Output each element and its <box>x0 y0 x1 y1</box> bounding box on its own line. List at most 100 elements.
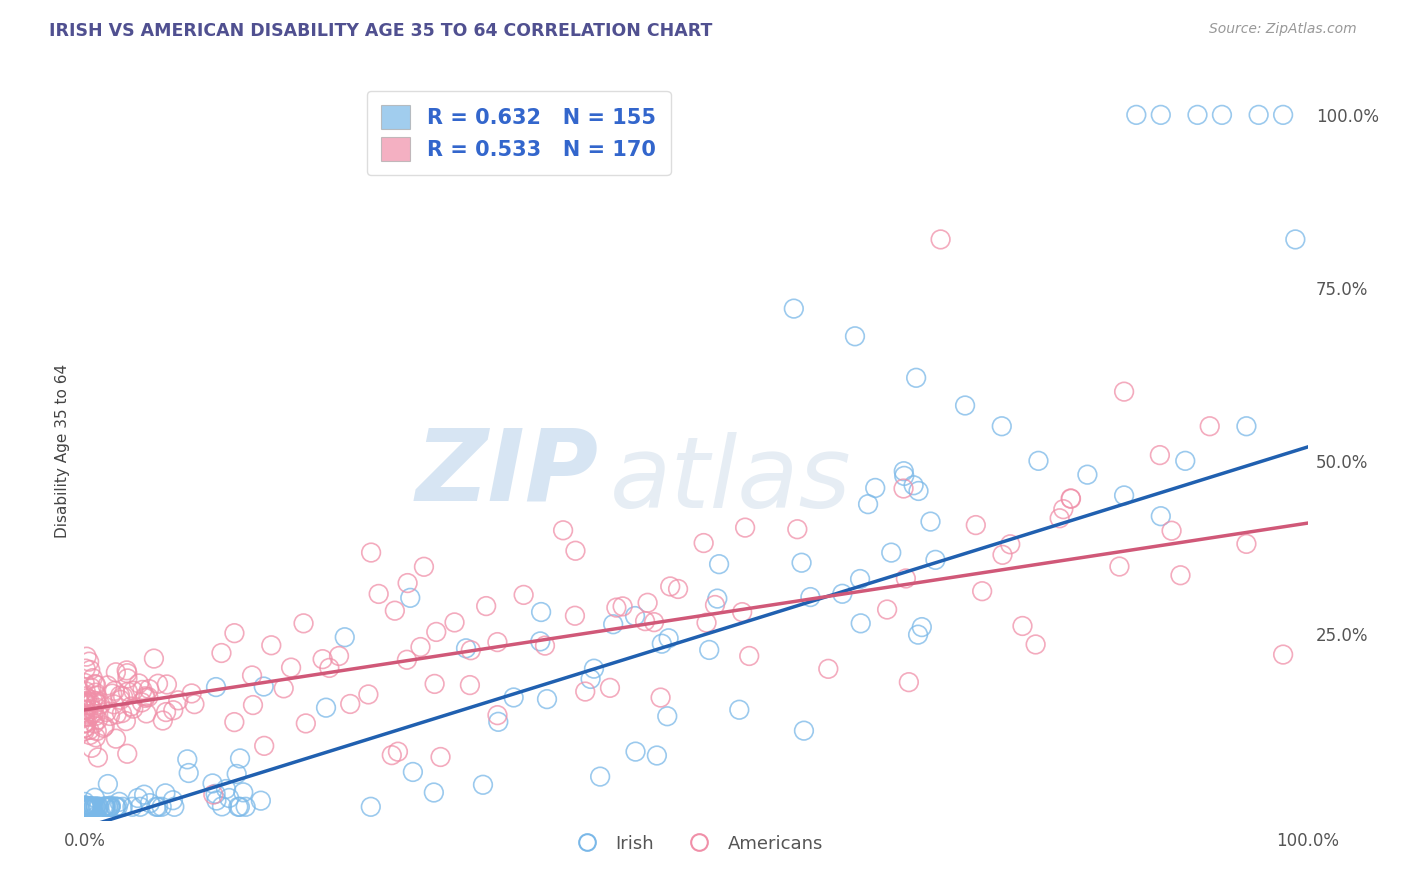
Point <box>1150 509 1173 524</box>
Point <box>666 582 689 596</box>
Point <box>844 329 866 343</box>
Point <box>502 690 524 705</box>
Point <box>73 724 96 739</box>
Point <box>225 767 247 781</box>
Point <box>82 702 104 716</box>
Point <box>443 615 465 630</box>
Point <box>738 648 761 663</box>
Point <box>965 518 987 533</box>
Point <box>706 591 728 606</box>
Point <box>1211 108 1233 122</box>
Point <box>84 685 107 699</box>
Point <box>93 721 115 735</box>
Text: atlas: atlas <box>610 432 852 529</box>
Point <box>786 522 808 536</box>
Point <box>624 609 647 624</box>
Point <box>211 799 233 814</box>
Point <box>659 579 682 593</box>
Point <box>529 634 551 648</box>
Point <box>893 464 915 478</box>
Point <box>728 703 751 717</box>
Point <box>117 672 139 686</box>
Point <box>1011 619 1033 633</box>
Point <box>734 521 756 535</box>
Point <box>86 696 108 710</box>
Point <box>876 602 898 616</box>
Text: Source: ZipAtlas.com: Source: ZipAtlas.com <box>1209 22 1357 37</box>
Point <box>127 791 149 805</box>
Point <box>80 799 103 814</box>
Point <box>97 799 120 814</box>
Point <box>512 588 534 602</box>
Point <box>79 799 101 814</box>
Point <box>103 698 125 712</box>
Point <box>235 799 257 814</box>
Point <box>100 798 122 813</box>
Point <box>218 791 240 805</box>
Point <box>156 677 179 691</box>
Point <box>893 469 915 483</box>
Text: ZIP: ZIP <box>415 425 598 521</box>
Point <box>318 661 340 675</box>
Point <box>93 719 115 733</box>
Point <box>991 548 1014 562</box>
Point <box>98 799 121 814</box>
Point <box>75 707 97 722</box>
Point <box>73 721 96 735</box>
Point <box>472 778 495 792</box>
Point <box>1114 488 1136 502</box>
Point <box>911 620 934 634</box>
Point <box>80 681 103 695</box>
Point <box>486 635 509 649</box>
Point <box>75 703 97 717</box>
Point <box>657 709 679 723</box>
Point <box>991 419 1014 434</box>
Point <box>589 770 612 784</box>
Point <box>79 799 101 814</box>
Point <box>696 615 718 630</box>
Point <box>94 799 117 814</box>
Point <box>201 776 224 790</box>
Point <box>311 652 333 666</box>
Point <box>637 596 659 610</box>
Point <box>117 666 139 681</box>
Point <box>75 799 97 814</box>
Point <box>929 232 952 246</box>
Point <box>1049 511 1071 525</box>
Point <box>250 794 273 808</box>
Point <box>395 653 418 667</box>
Point <box>76 799 98 814</box>
Point <box>260 638 283 652</box>
Point <box>77 799 100 814</box>
Point <box>84 799 107 814</box>
Point <box>77 698 100 712</box>
Point <box>80 799 103 814</box>
Point <box>454 641 477 656</box>
Point <box>229 751 252 765</box>
Point <box>73 710 96 724</box>
Point <box>1052 502 1074 516</box>
Point <box>1272 108 1295 122</box>
Point <box>83 790 105 805</box>
Point <box>360 799 382 814</box>
Point <box>80 799 103 814</box>
Point <box>96 799 118 814</box>
Point <box>177 766 200 780</box>
Point <box>650 690 672 705</box>
Point <box>110 693 132 707</box>
Point <box>1198 419 1220 434</box>
Point <box>76 649 98 664</box>
Point <box>907 483 929 498</box>
Point <box>134 690 156 705</box>
Point <box>73 799 96 814</box>
Point <box>202 788 225 802</box>
Point <box>76 799 98 814</box>
Point <box>315 700 337 714</box>
Point <box>880 546 903 560</box>
Point <box>1076 467 1098 482</box>
Point <box>75 799 97 814</box>
Text: IRISH VS AMERICAN DISABILITY AGE 35 TO 64 CORRELATION CHART: IRISH VS AMERICAN DISABILITY AGE 35 TO 6… <box>49 22 713 40</box>
Point <box>273 681 295 696</box>
Point <box>104 731 127 746</box>
Point <box>75 799 97 814</box>
